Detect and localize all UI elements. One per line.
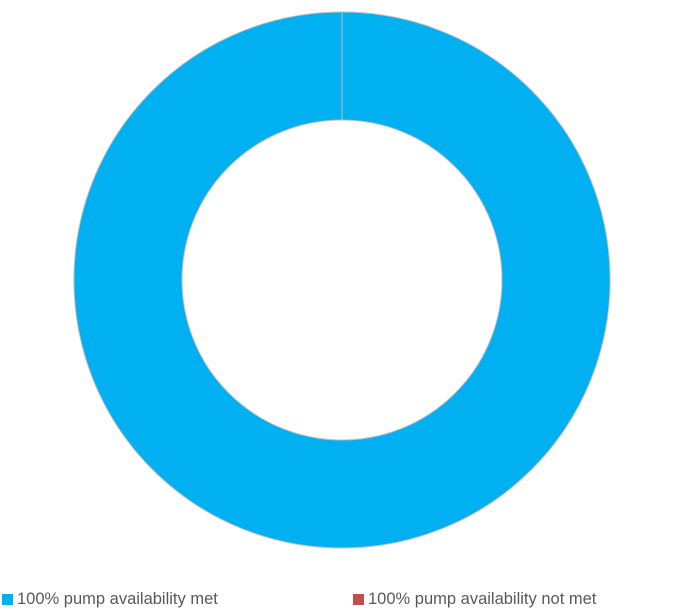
legend-label-not-met: 100% pump availability not met bbox=[368, 590, 597, 608]
legend-label-met: 100% pump availability met bbox=[17, 590, 218, 608]
donut-slices bbox=[73, 11, 611, 549]
donut-slice-met bbox=[73, 11, 611, 549]
legend-swatch-not-met bbox=[353, 594, 364, 605]
legend: 100% pump availability met 100% pump ava… bbox=[0, 588, 684, 611]
donut-chart bbox=[73, 11, 611, 549]
legend-item-met: 100% pump availability met bbox=[2, 588, 218, 611]
legend-swatch-met bbox=[2, 594, 13, 605]
legend-item-not-met: 100% pump availability not met bbox=[353, 588, 596, 611]
